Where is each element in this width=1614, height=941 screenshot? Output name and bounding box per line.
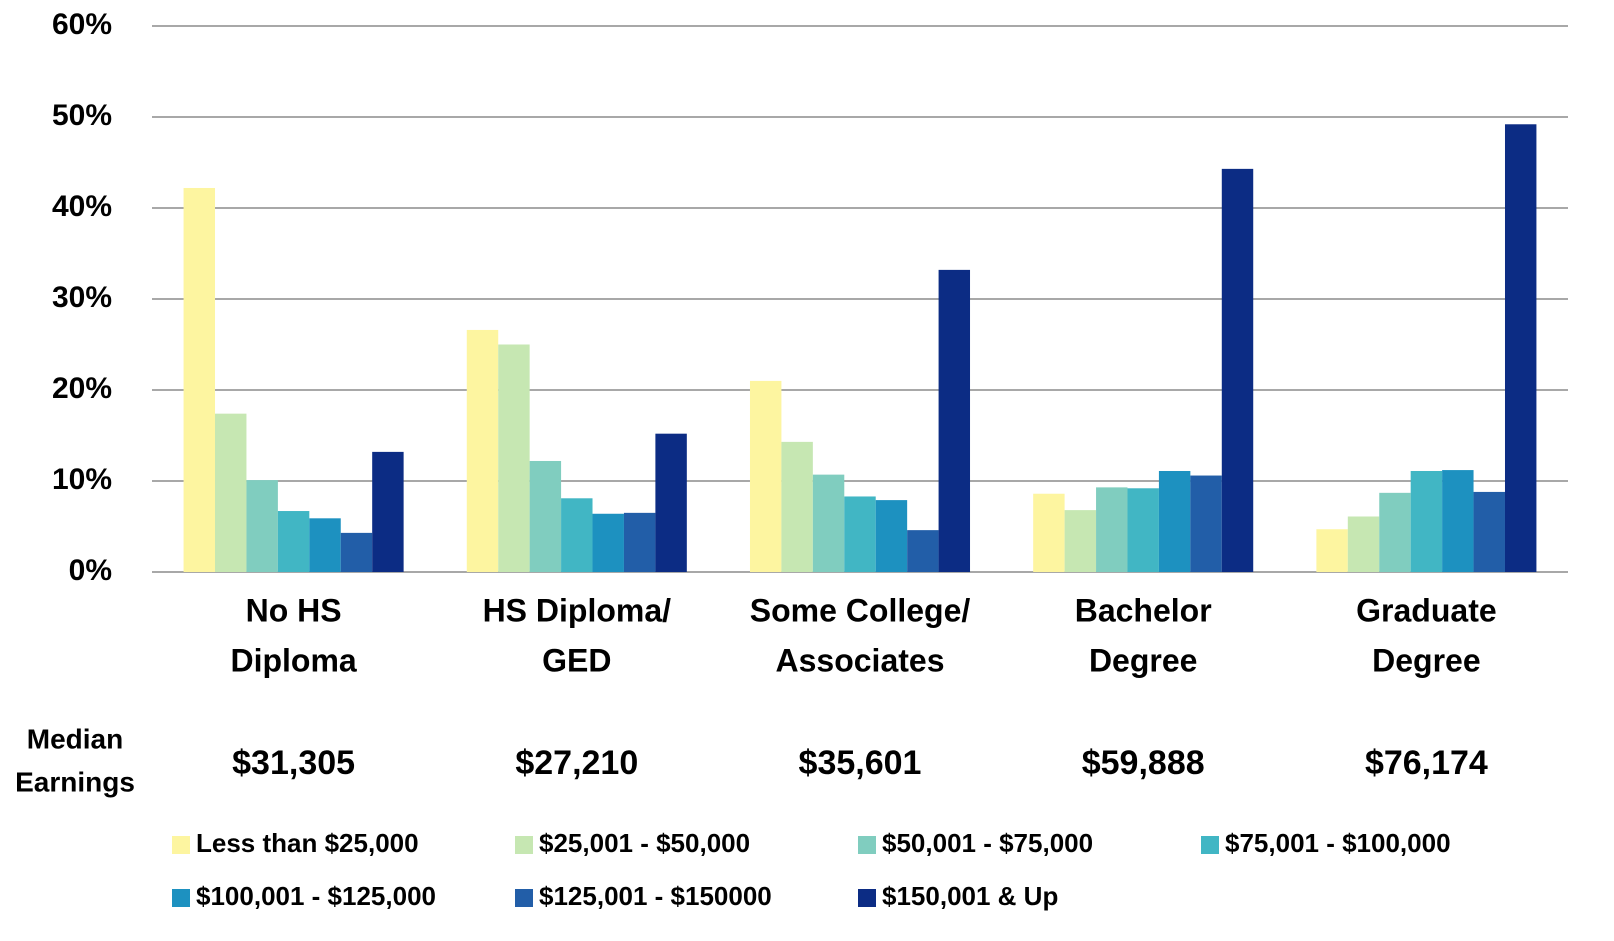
x-tick-label: No HS <box>246 592 342 628</box>
median-earnings-value: $35,601 <box>799 744 922 782</box>
legend-label: $25,001 - $50,000 <box>539 828 750 858</box>
median-earnings-label: Median <box>27 723 123 754</box>
y-tick-label: 60% <box>52 8 112 41</box>
bar <box>875 500 908 572</box>
median-earnings-value: $76,174 <box>1365 744 1488 782</box>
legend-swatch <box>172 836 190 854</box>
bar <box>561 498 593 572</box>
bar <box>340 532 373 572</box>
bar <box>907 530 939 572</box>
bar <box>277 511 310 572</box>
y-tick-label: 30% <box>52 281 112 314</box>
bar <box>1504 124 1537 572</box>
bar <box>1316 529 1348 572</box>
legend-label: $125,001 - $150000 <box>539 881 772 911</box>
median-earnings-value: $31,305 <box>232 744 355 782</box>
y-tick-label: 20% <box>52 372 112 405</box>
x-tick-label: Some College/ <box>750 592 971 628</box>
bar <box>1158 470 1191 572</box>
bar <box>655 433 687 572</box>
median-earnings-value: $59,888 <box>1082 744 1205 782</box>
x-tick-label: Diploma <box>230 642 356 678</box>
legend-label: $50,001 - $75,000 <box>882 828 1093 858</box>
bar <box>844 496 876 572</box>
bar <box>498 344 530 572</box>
legend-swatch <box>515 836 533 854</box>
median-earnings-value: $27,210 <box>515 744 638 782</box>
legend-label: $100,001 - $125,000 <box>196 881 436 911</box>
bar <box>246 480 278 572</box>
x-tick-label: HS Diploma/ <box>483 592 672 628</box>
x-tick-label: Bachelor <box>1075 592 1212 628</box>
bar <box>1347 516 1380 572</box>
y-tick-label: 0% <box>69 554 112 587</box>
bar <box>309 518 341 572</box>
bar <box>215 413 247 572</box>
bar <box>1410 470 1443 572</box>
bar <box>749 380 782 572</box>
y-tick-label: 10% <box>52 463 112 496</box>
legend-label: $75,001 - $100,000 <box>1225 828 1451 858</box>
bar <box>1473 491 1505 572</box>
legend-label: $150,001 & Up <box>882 881 1058 911</box>
y-tick-label: 40% <box>52 190 112 223</box>
legend-label: Less than $25,000 <box>196 828 419 858</box>
x-tick-label: Associates <box>776 642 945 678</box>
bar <box>466 329 499 572</box>
bar <box>1190 475 1222 572</box>
legend-swatch <box>858 889 876 907</box>
bar <box>1033 493 1065 572</box>
bar <box>1127 488 1159 572</box>
bar <box>938 269 971 572</box>
x-tick-label: Degree <box>1089 642 1198 678</box>
bar <box>529 460 562 572</box>
x-tick-label: Graduate <box>1356 592 1496 628</box>
legend-swatch <box>172 889 190 907</box>
bar <box>781 441 813 572</box>
bar <box>183 187 216 573</box>
median-earnings-label: Earnings <box>15 766 135 797</box>
x-tick-label: Degree <box>1372 642 1481 678</box>
x-tick-label: GED <box>542 642 611 678</box>
legend-swatch <box>858 836 876 854</box>
bar <box>1221 168 1254 572</box>
bar <box>812 474 845 572</box>
bar <box>1096 487 1128 572</box>
legend-swatch <box>515 889 533 907</box>
y-tick-label: 50% <box>52 99 112 132</box>
bar <box>1442 470 1474 572</box>
bar <box>592 513 624 572</box>
bar <box>372 451 404 572</box>
bar <box>1379 492 1411 572</box>
legend-swatch <box>1201 836 1219 854</box>
bar <box>1064 510 1097 572</box>
bar <box>623 512 656 572</box>
